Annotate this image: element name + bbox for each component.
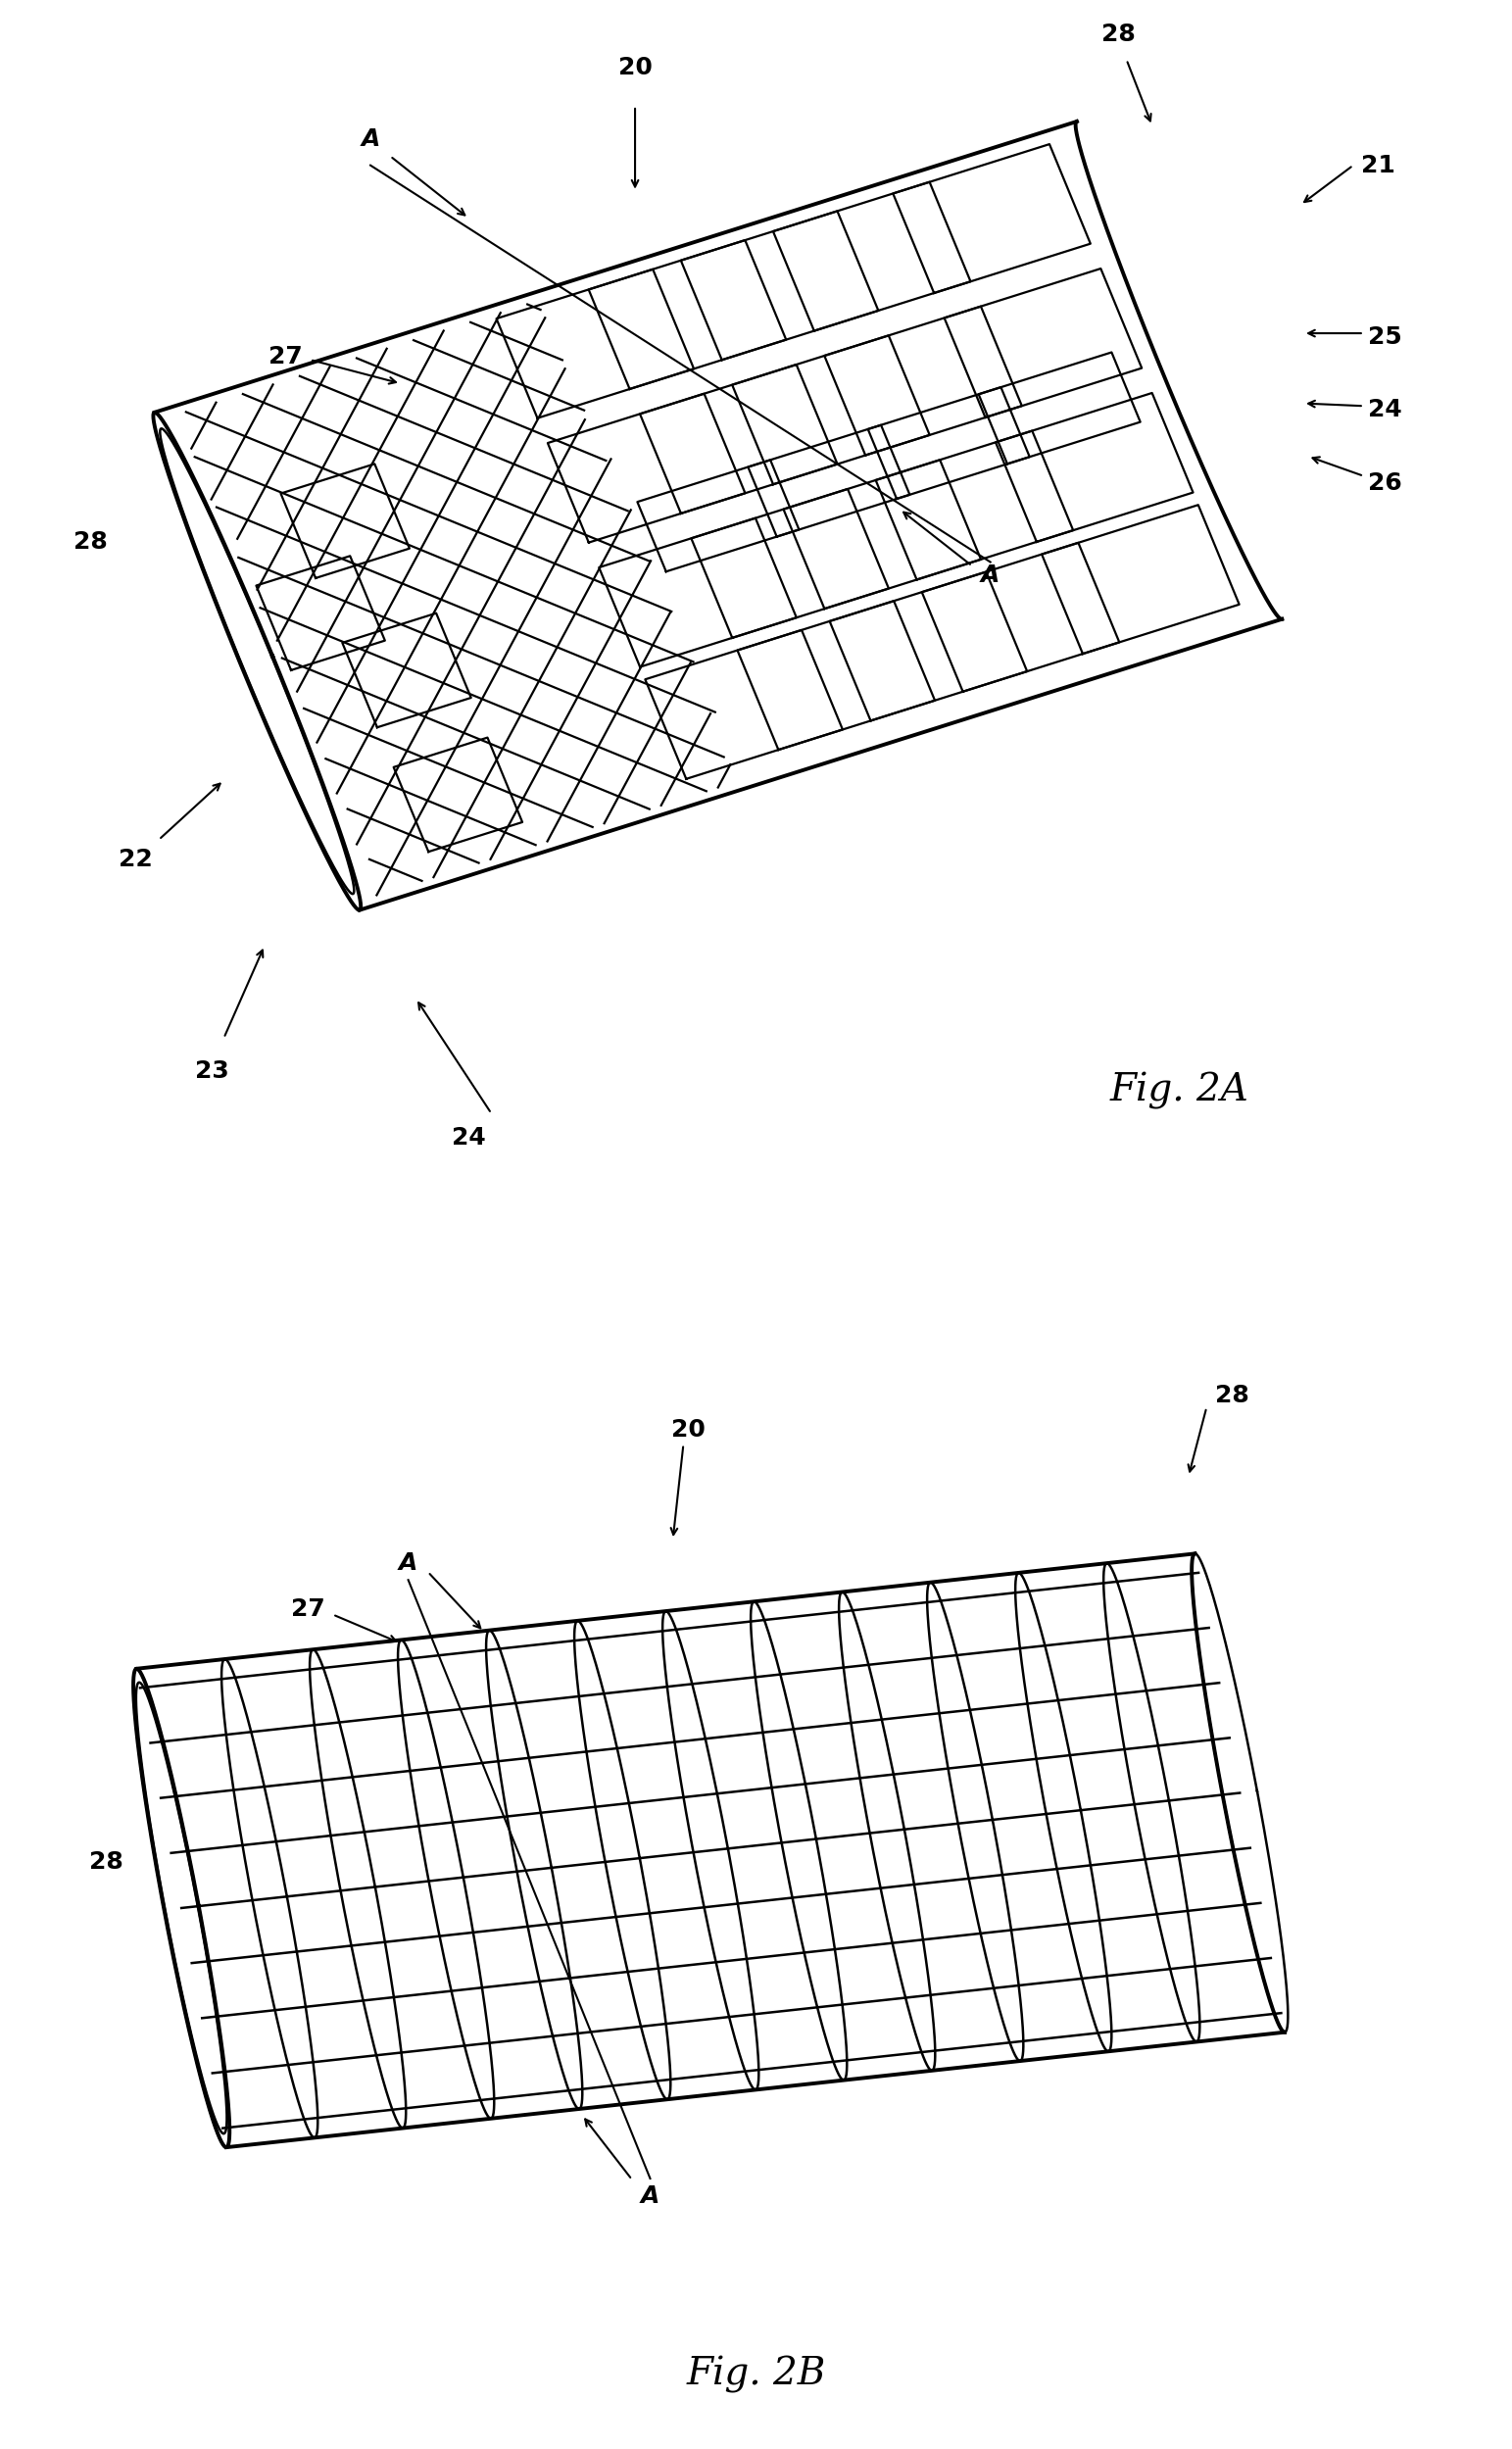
Text: 26: 26 [1368, 470, 1403, 495]
Text: 28: 28 [1102, 22, 1136, 47]
Text: A: A [361, 127, 380, 152]
Text: 28: 28 [1216, 1384, 1249, 1408]
Text: 22: 22 [119, 847, 153, 872]
Text: 27: 27 [268, 345, 302, 370]
Text: A: A [399, 1550, 417, 1575]
Text: 20: 20 [618, 56, 652, 78]
Text: A: A [981, 563, 999, 588]
Text: 24: 24 [1368, 399, 1403, 421]
Text: 21: 21 [1361, 154, 1396, 176]
Text: Fig. 2A: Fig. 2A [1110, 1073, 1249, 1109]
Text: 23: 23 [195, 1060, 228, 1082]
Text: 25: 25 [1368, 326, 1403, 350]
Text: 28: 28 [74, 531, 107, 553]
Text: A: A [641, 2185, 659, 2207]
Text: 20: 20 [671, 1418, 705, 1442]
Text: 24: 24 [452, 1127, 485, 1149]
Text: Fig. 2B: Fig. 2B [686, 2356, 826, 2393]
Text: 27: 27 [290, 1597, 325, 1621]
Text: 28: 28 [89, 1849, 122, 1873]
